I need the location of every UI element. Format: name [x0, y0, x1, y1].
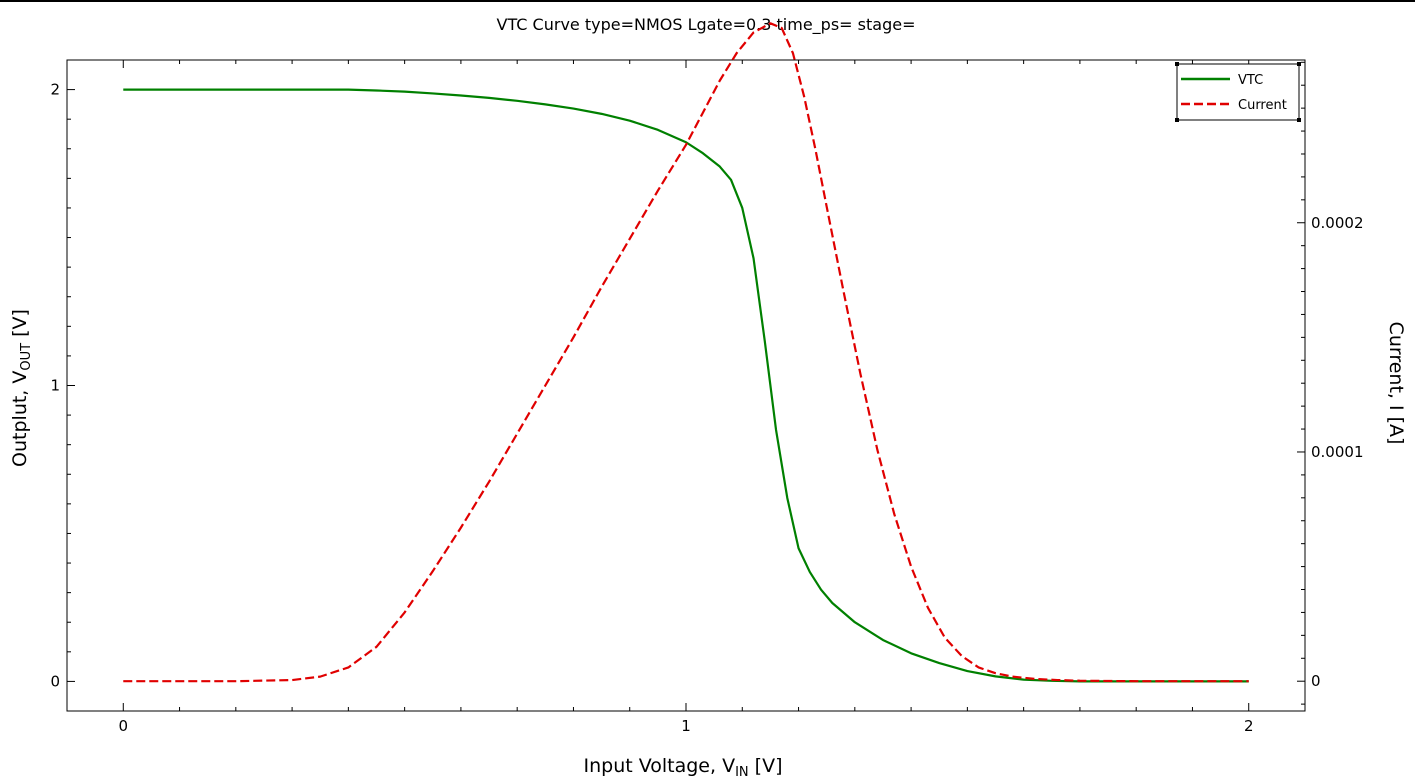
y-right-tick-label: 0.0002 [1311, 214, 1364, 232]
y-right-tick-label: 0 [1311, 672, 1321, 690]
legend-handle-tl [1175, 62, 1179, 66]
major-ticks [67, 60, 1305, 711]
y-axis-left-label: Outplut, VOUT [V] [9, 309, 34, 467]
tick-labels: 0 1 2 0 1 2 0 0.0001 0.0002 [50, 81, 1363, 735]
top-border-line [0, 0, 1415, 2]
series-line-current [123, 22, 1249, 683]
y-axis-right-label: Current, I [A] [1385, 322, 1407, 445]
y-left-tick-label: 0 [50, 672, 60, 690]
y-left-tick-label: 1 [50, 377, 60, 395]
chart-title: VTC Curve type=NMOS Lgate=0.3 time_ps= s… [497, 15, 916, 35]
legend-label-vtc: VTC [1238, 73, 1263, 88]
minor-ticks [66, 59, 1306, 712]
legend-label-current: Current [1238, 98, 1287, 113]
series-layer [123, 22, 1249, 683]
y-left-tick-label: 2 [50, 81, 60, 99]
legend: VTC Current [1175, 62, 1301, 122]
legend-handle-tr [1297, 62, 1301, 66]
legend-handle-bl [1175, 118, 1179, 122]
x-tick-label: 0 [118, 717, 128, 735]
y-right-tick-label: 0.0001 [1311, 443, 1364, 461]
series-line-vtc [123, 88, 1249, 683]
x-tick-label: 2 [1244, 717, 1254, 735]
legend-box [1176, 63, 1300, 121]
legend-handle-br [1297, 118, 1301, 122]
plot-frame [66, 59, 1306, 712]
x-axis-label: Input Voltage, VIN [V] [583, 755, 782, 778]
x-tick-label: 1 [681, 717, 691, 735]
